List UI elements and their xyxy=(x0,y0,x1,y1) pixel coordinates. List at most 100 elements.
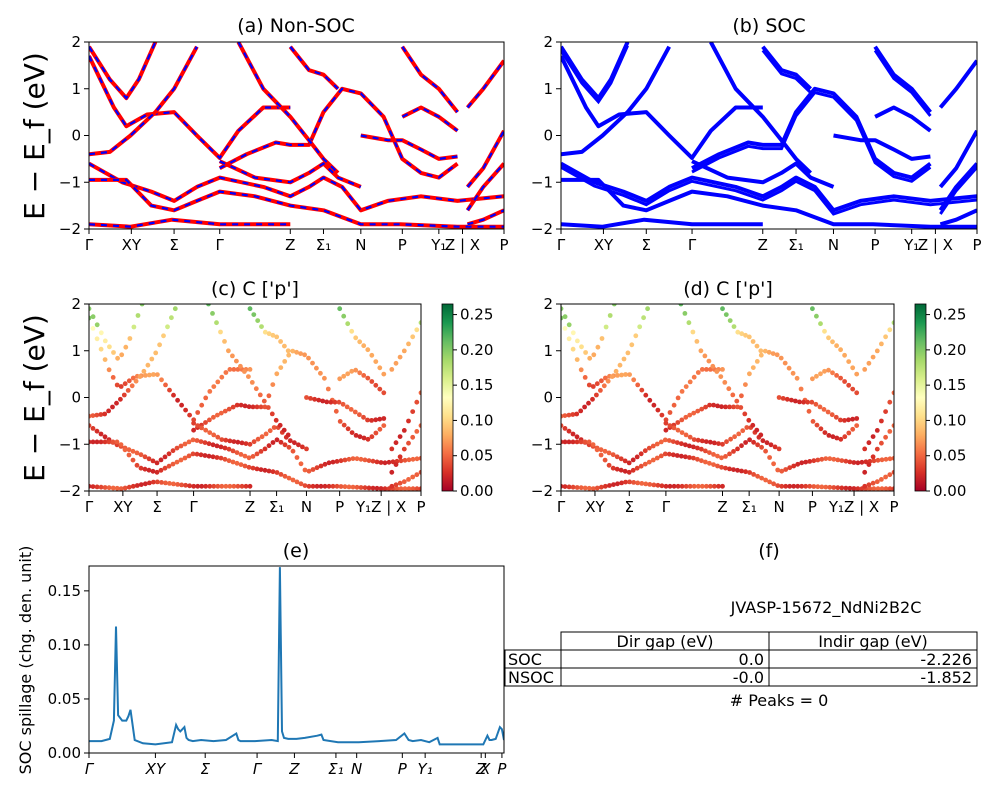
band-line-soc-overlay xyxy=(360,134,458,161)
table-row-label: NSOC xyxy=(508,668,554,687)
band-point xyxy=(366,485,372,491)
band-point xyxy=(346,484,352,490)
xtick-label: XY xyxy=(145,760,167,778)
band-point xyxy=(759,444,764,450)
band-point xyxy=(282,359,288,364)
band-point xyxy=(175,397,181,403)
panel-a-plot xyxy=(89,42,504,229)
band-point xyxy=(179,482,185,488)
band-point xyxy=(211,483,217,489)
band-point xyxy=(822,328,827,334)
band-point xyxy=(747,371,752,377)
band-point xyxy=(345,321,351,327)
band-point xyxy=(622,458,628,464)
band-point xyxy=(883,486,889,491)
band-point xyxy=(334,459,340,464)
band-point xyxy=(755,473,760,479)
band-point xyxy=(570,412,576,417)
band-point xyxy=(771,481,776,487)
band-point xyxy=(401,446,407,452)
band-point xyxy=(98,484,104,490)
xtick-label: Γ xyxy=(557,236,566,254)
xtick-label: Γ xyxy=(85,760,95,778)
band-point xyxy=(262,329,268,335)
band-point xyxy=(621,356,627,362)
band-line-soc xyxy=(561,45,671,157)
band-point xyxy=(278,472,284,477)
band-point xyxy=(131,324,137,330)
xtick-label: Z xyxy=(475,760,487,778)
band-point xyxy=(642,461,648,467)
band-point xyxy=(623,479,628,485)
band-point xyxy=(866,360,872,366)
band-point xyxy=(704,483,709,489)
band-point xyxy=(318,370,323,376)
band-point xyxy=(270,332,276,338)
band-point xyxy=(358,456,364,462)
band-point xyxy=(727,404,732,410)
band-point xyxy=(151,372,156,377)
band-point xyxy=(843,458,849,464)
panel-d-frame xyxy=(560,303,895,492)
band-point xyxy=(731,449,736,454)
band-line-soc-overlay xyxy=(466,130,504,188)
band-point xyxy=(762,348,768,354)
band-line-nonsoc xyxy=(89,177,504,229)
band-point xyxy=(638,451,644,457)
band-point xyxy=(674,440,680,445)
band-point xyxy=(830,339,835,345)
ytick-label: −2 xyxy=(59,482,81,500)
table-cell-indir-gap: -1.852 xyxy=(920,668,972,687)
band-point xyxy=(179,402,185,408)
band-line-soc xyxy=(833,133,931,161)
band-point xyxy=(751,472,756,477)
band-point xyxy=(870,354,876,360)
band-point xyxy=(194,438,200,443)
band-point xyxy=(795,483,801,489)
band-point xyxy=(110,485,116,491)
band-point xyxy=(294,479,300,485)
band-line-soc xyxy=(709,42,812,175)
band-point xyxy=(304,446,309,452)
band-point xyxy=(586,485,592,491)
band-point xyxy=(374,459,380,465)
band-point xyxy=(747,437,752,443)
band-point xyxy=(194,451,200,457)
band-line-soc xyxy=(561,42,630,101)
band-point xyxy=(406,440,411,446)
band-point xyxy=(278,439,284,445)
band-point xyxy=(138,482,144,487)
band-point xyxy=(758,352,764,358)
band-point xyxy=(418,390,421,396)
band-point xyxy=(714,369,720,374)
band-point xyxy=(715,403,720,409)
band-point xyxy=(353,367,359,373)
band-point xyxy=(89,306,92,312)
band-point xyxy=(294,455,300,460)
band-point xyxy=(633,333,639,339)
band-point xyxy=(251,439,257,445)
band-line-soc xyxy=(761,45,812,91)
peaks-count: # Peaks = 0 xyxy=(730,691,829,710)
band-point xyxy=(102,357,108,362)
band-point xyxy=(94,428,100,434)
band-point xyxy=(350,484,356,490)
band-point xyxy=(133,378,139,384)
band-point xyxy=(578,439,584,445)
band-point xyxy=(106,439,112,445)
band-point xyxy=(691,437,697,442)
band-point xyxy=(211,414,216,420)
band-point xyxy=(414,472,420,478)
panel-c-ylabel: E − E_f (eV) xyxy=(18,314,51,482)
band-point xyxy=(562,439,568,445)
band-point xyxy=(218,444,224,450)
band-point xyxy=(262,467,268,473)
band-point xyxy=(715,463,720,469)
band-point xyxy=(698,348,704,354)
band-point xyxy=(110,404,115,410)
band-line-soc xyxy=(873,45,932,114)
band-point xyxy=(703,448,708,454)
band-point xyxy=(235,483,241,489)
ytick-label: 0 xyxy=(71,389,81,407)
band-point xyxy=(683,483,689,489)
